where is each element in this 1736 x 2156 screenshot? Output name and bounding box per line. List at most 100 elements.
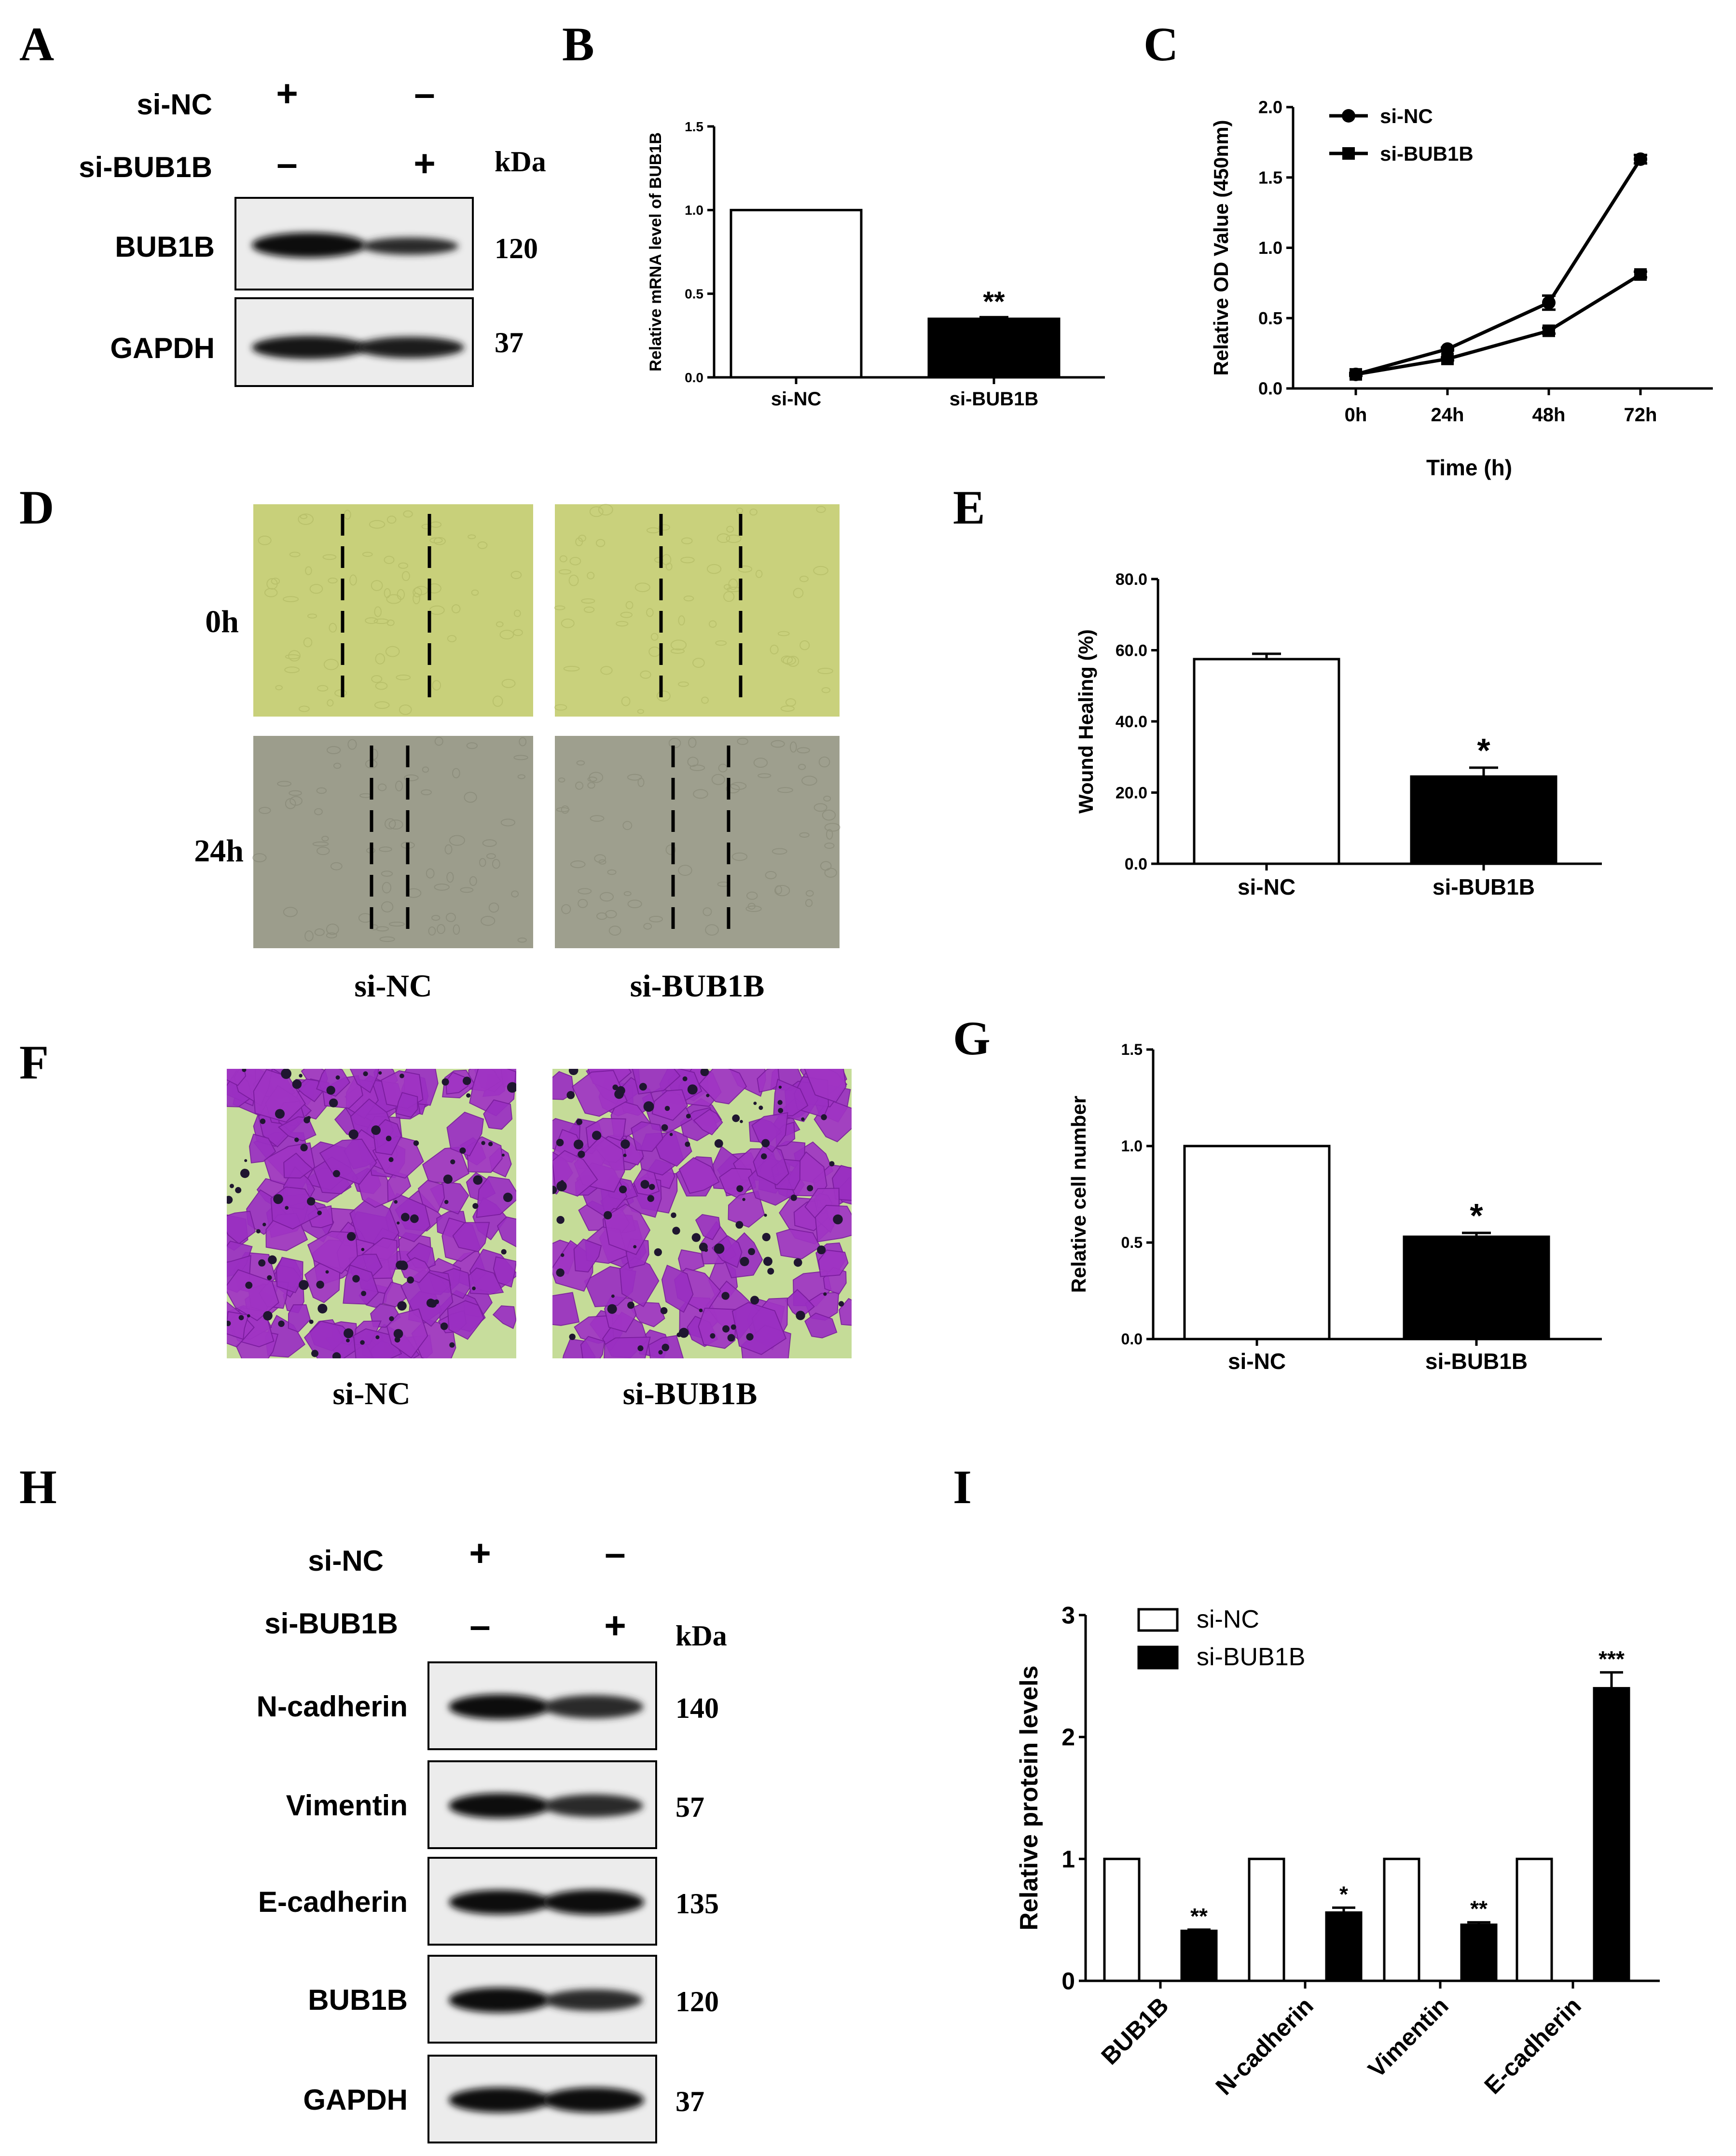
cell-outline xyxy=(322,554,337,560)
cell-outline xyxy=(298,705,310,712)
pore-dot xyxy=(396,1260,405,1270)
cell-outline xyxy=(444,844,453,855)
pore-dot xyxy=(801,1117,805,1121)
cell-outline xyxy=(447,635,457,642)
pore-dot xyxy=(361,1291,367,1296)
pore-dot xyxy=(300,1144,308,1152)
cell-outline xyxy=(388,921,405,927)
y-tick-label: 1.5 xyxy=(1121,1041,1143,1058)
cell-outline xyxy=(289,552,301,557)
panel-letter-d: D xyxy=(19,481,54,534)
stained-cell xyxy=(661,1264,694,1313)
stained-cell xyxy=(651,1089,688,1121)
pore-dot xyxy=(664,1106,670,1111)
pore-dot xyxy=(576,1119,583,1125)
stained-cell xyxy=(631,1121,663,1152)
y-tick-label: 0.0 xyxy=(1125,855,1147,873)
stained-cell xyxy=(753,1142,789,1186)
cell-outline xyxy=(693,789,708,799)
cell-outline xyxy=(271,578,280,585)
x-tick-label: E-cadherin xyxy=(1479,1992,1586,2099)
pore-dot xyxy=(762,1233,771,1242)
cell-outline xyxy=(327,699,334,707)
bar xyxy=(1516,1857,1553,1982)
bar xyxy=(1383,1857,1420,1982)
cell-outline xyxy=(728,579,738,590)
x-tick-label: 0h xyxy=(1345,404,1367,426)
cell-outline xyxy=(330,862,343,871)
x-tick-label: si-BUB1B xyxy=(1425,1349,1528,1374)
cell-outline xyxy=(598,504,613,516)
cell-outline xyxy=(347,739,357,750)
pore-dot xyxy=(727,1334,735,1342)
pore-dot xyxy=(394,1200,398,1204)
cell-outline xyxy=(578,898,588,908)
cell-outline xyxy=(285,654,300,660)
pore-dot xyxy=(389,1316,394,1321)
cell-outline xyxy=(826,829,833,840)
panel-letter-h: H xyxy=(19,1460,57,1514)
cell-outline xyxy=(452,768,460,778)
pore-dot xyxy=(472,1286,476,1290)
cell-outline xyxy=(510,571,522,579)
pore-dot xyxy=(407,1276,414,1284)
cell-outline xyxy=(622,821,633,830)
stained-cell xyxy=(283,1152,314,1179)
pore-dot xyxy=(764,1214,767,1217)
stained-cell xyxy=(552,1292,580,1326)
blot-band xyxy=(544,1794,643,1817)
blot-band xyxy=(449,1793,550,1818)
pore-dot xyxy=(721,1292,730,1300)
pore-dot xyxy=(616,1086,625,1095)
cell-outline xyxy=(772,848,787,855)
cell-outline xyxy=(460,887,474,893)
x-tick-label: si-BUB1B xyxy=(950,388,1038,410)
blot-band xyxy=(543,1695,644,1719)
pore-dot xyxy=(307,1197,316,1206)
stained-cell xyxy=(452,1222,490,1252)
cell-outline xyxy=(326,932,337,939)
cell-outline xyxy=(499,630,514,640)
cell-outline xyxy=(362,552,373,557)
cell-outline xyxy=(587,571,595,580)
pore-dot xyxy=(686,1114,691,1119)
cell-outline xyxy=(703,907,712,916)
cell-outline xyxy=(479,858,486,867)
pore-dot xyxy=(443,1175,453,1184)
stained-cell xyxy=(386,1308,428,1358)
cell-outline xyxy=(511,890,519,898)
panel-a-mark: + xyxy=(276,72,298,114)
cell-outline xyxy=(298,513,314,525)
pore-dot xyxy=(660,1307,668,1314)
pore-dot xyxy=(648,1184,655,1190)
cell-outline xyxy=(385,818,396,829)
pore-dot xyxy=(623,1153,627,1157)
stained-cell xyxy=(316,1069,351,1097)
pore-dot xyxy=(375,1335,380,1340)
cell-outline xyxy=(401,571,410,581)
cell-outline xyxy=(797,747,810,754)
cell-outline xyxy=(386,594,402,604)
y-tick-label: 0.0 xyxy=(1258,379,1282,399)
cell-outline xyxy=(777,631,790,636)
pore-dot xyxy=(746,1333,754,1341)
cell-outline xyxy=(643,923,652,930)
blot-band xyxy=(252,233,366,258)
pore-dot xyxy=(292,1079,302,1089)
cell-outline xyxy=(783,656,796,665)
panel-letter-c: C xyxy=(1144,17,1178,71)
cell-outline xyxy=(793,588,804,598)
pore-dot xyxy=(569,1333,576,1341)
y-tick-label: 0 xyxy=(1061,1968,1075,1995)
cell-outline xyxy=(623,891,632,897)
stained-cell xyxy=(751,1112,788,1153)
pore-dot xyxy=(311,1350,319,1357)
cell-outline xyxy=(429,537,443,543)
bar xyxy=(1248,1857,1285,1982)
pore-dot xyxy=(262,1222,266,1227)
blot-band xyxy=(449,1694,550,1719)
pore-dot xyxy=(714,1243,725,1254)
stained-cells xyxy=(227,1069,516,1358)
cell-outline xyxy=(805,890,814,897)
y-tick-label: 20.0 xyxy=(1116,784,1147,802)
